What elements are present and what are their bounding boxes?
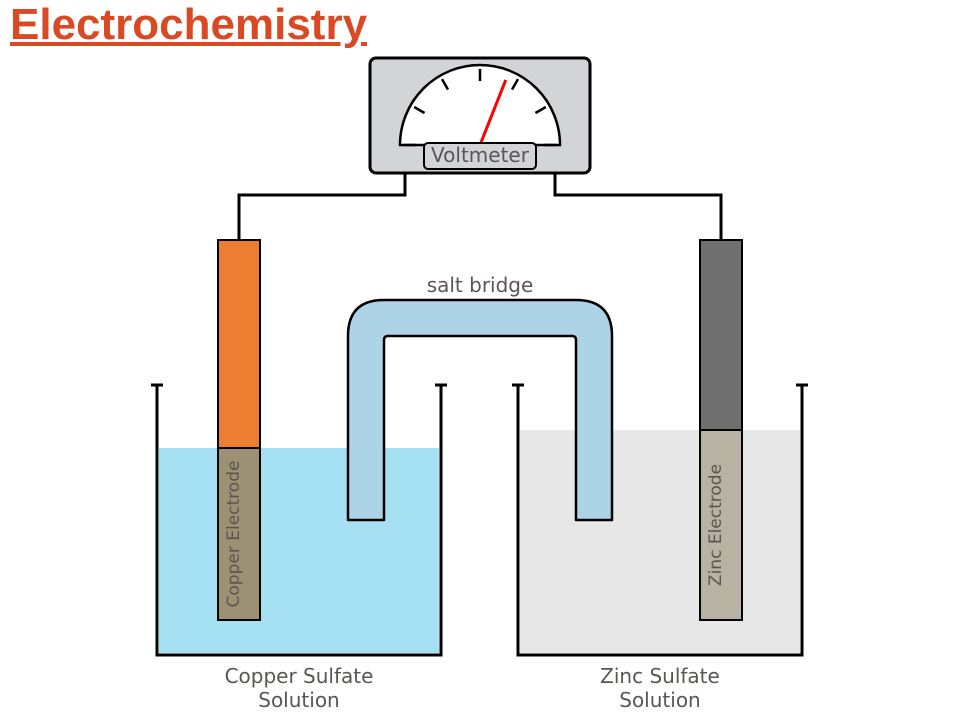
page-title: Electrochemistry — [10, 0, 367, 50]
beaker-right — [512, 385, 808, 655]
zinc-electrode: Zinc Electrode — [700, 240, 742, 620]
left-solution-label-1: Copper Sulfate — [225, 664, 374, 688]
voltmeter: Voltmeter — [370, 58, 590, 173]
wires — [239, 173, 721, 240]
beaker-left — [151, 385, 447, 655]
copper-electrode-label: Copper Electrode — [224, 461, 244, 608]
left-solution-label-2: Solution — [258, 688, 339, 712]
zinc-electrode-label: Zinc Electrode — [706, 464, 726, 586]
salt-bridge-label: salt bridge — [427, 273, 534, 297]
copper-electrode: Copper Electrode — [218, 240, 260, 620]
voltmeter-label: Voltmeter — [431, 143, 530, 167]
right-solution-label-1: Zinc Sulfate — [600, 664, 720, 688]
electrochemical-cell-diagram: salt bridge Copper Electrode Zinc Electrod… — [0, 0, 960, 720]
right-solution-label-2: Solution — [619, 688, 700, 712]
